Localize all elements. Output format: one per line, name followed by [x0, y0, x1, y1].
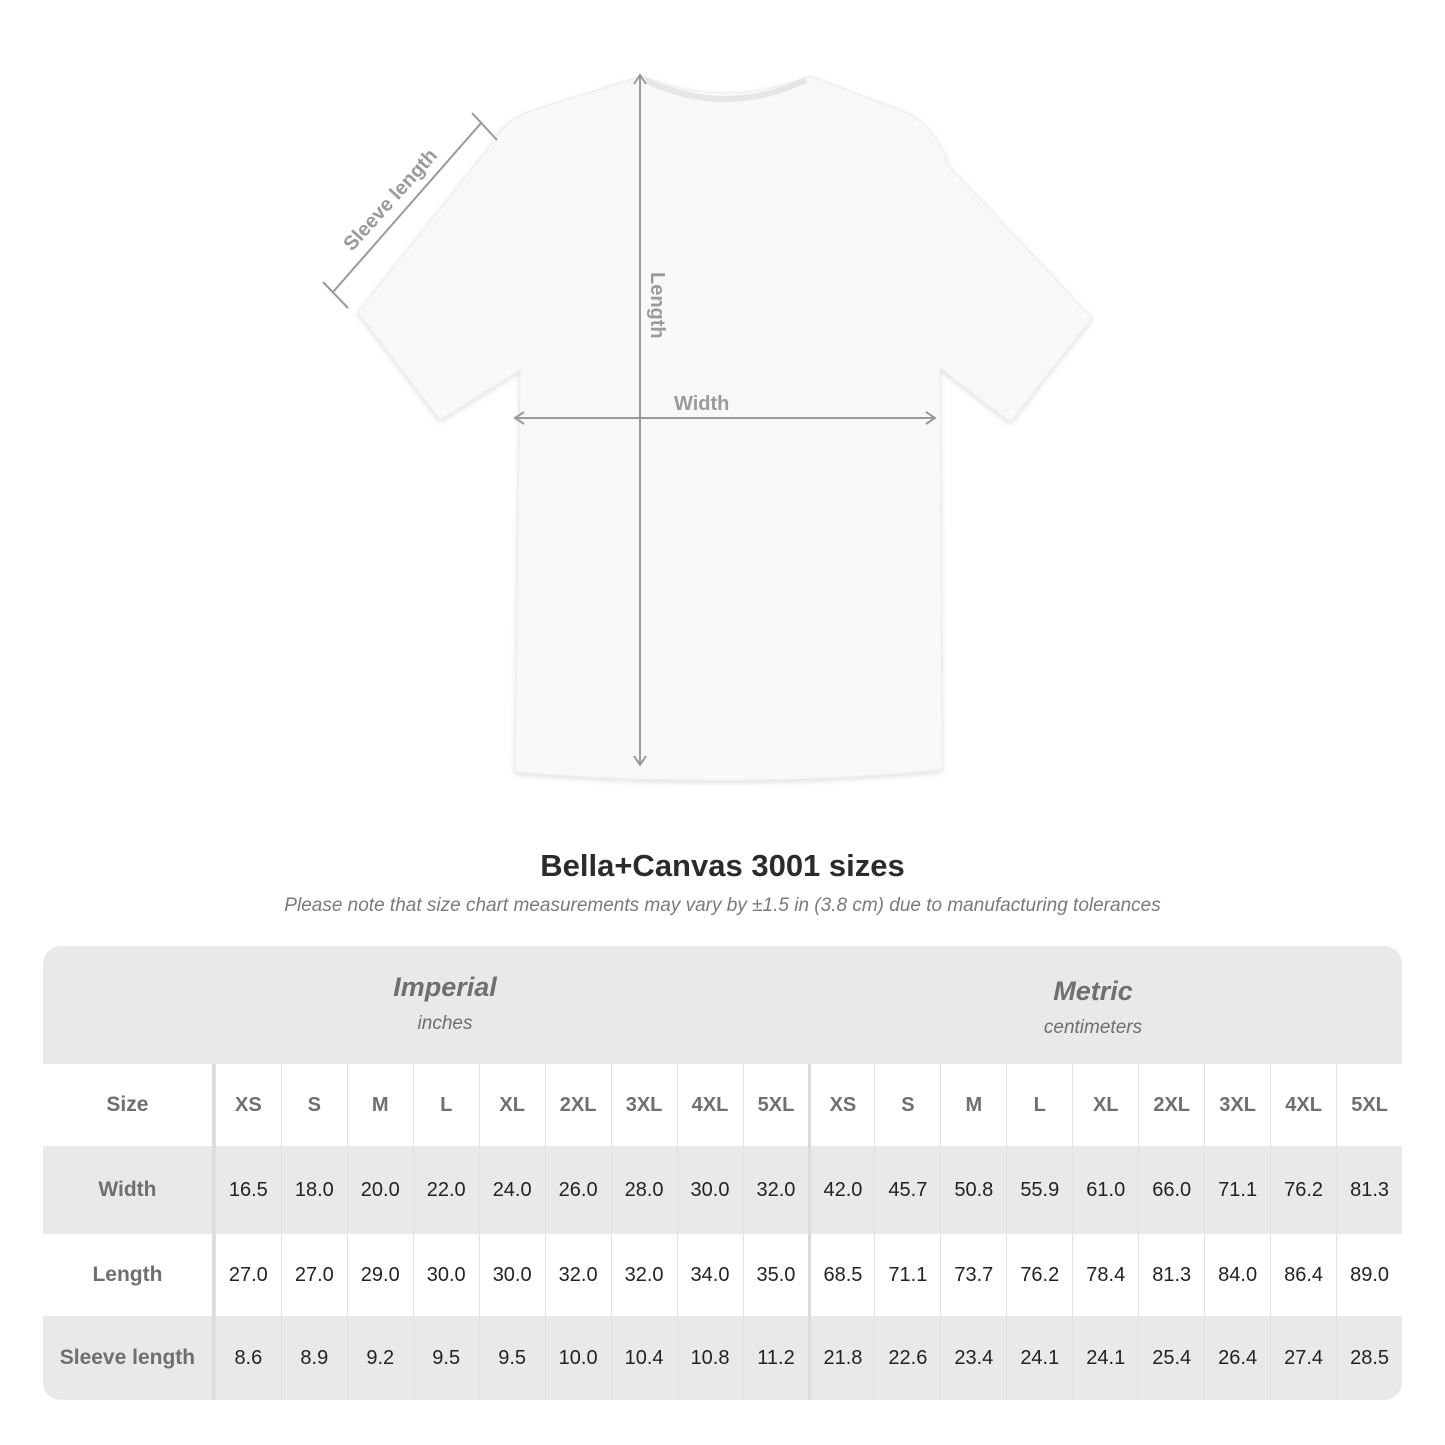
- metric-value-cell: 25.4: [1138, 1316, 1204, 1400]
- metric-value-cell: 22.6: [874, 1316, 940, 1400]
- metric-value-cell: 27.4: [1270, 1316, 1336, 1400]
- width-label: Width: [674, 393, 729, 415]
- metric-value-cell: 23.4: [940, 1316, 1006, 1400]
- metric-value-cell: 76.2: [1006, 1234, 1072, 1316]
- metric-value-cell: 78.4: [1072, 1234, 1138, 1316]
- table-row: Length 27.0 27.0 29.0 30.0 30.0 32.0 32.0 34.0 35…: [43, 1234, 1402, 1316]
- tolerance-note: Please note that size chart measurements…: [284, 895, 1161, 916]
- tshirt-diagram: Sleeve length Length Width: [322, 73, 1093, 782]
- size-header-cell: 2XL: [1138, 1064, 1204, 1146]
- metric-unit: centimeters: [1043, 1017, 1143, 1038]
- size-header-cell: 3XL: [1204, 1064, 1270, 1146]
- imperial-value-cell: 18.0: [280, 1146, 347, 1234]
- metric-value-cell: 66.0: [1138, 1146, 1204, 1234]
- size-table: Imperial inches Metric centimeters Size X…: [43, 946, 1402, 1400]
- size-header-cell: S: [280, 1064, 347, 1146]
- size-header-cell: L: [1006, 1064, 1072, 1146]
- row-label: Length: [43, 1234, 215, 1316]
- imperial-value-cell: 28.0: [610, 1146, 677, 1234]
- metric-header: Metric centimeters: [863, 976, 1323, 1039]
- size-header-cell: L: [412, 1064, 479, 1146]
- metric-value-cell: 24.1: [1072, 1316, 1138, 1400]
- unit-header: [43, 946, 1402, 1064]
- metric-value-cell: 71.1: [1204, 1146, 1270, 1234]
- imperial-value-cell: 10.0: [544, 1316, 611, 1400]
- metric-value-cell: 71.1: [874, 1234, 940, 1316]
- imperial-value-cell: 32.0: [610, 1234, 677, 1316]
- imperial-value-cell: 27.0: [280, 1234, 347, 1316]
- size-header-cell: XL: [478, 1064, 545, 1146]
- table-row: Sleeve length 8.6 8.9 9.2 9.5 9.5 10.0 10.4 10.8…: [43, 1316, 1402, 1400]
- measure-arrows: [322, 73, 937, 767]
- collar: [643, 77, 808, 102]
- size-header-cell: XL: [1072, 1064, 1138, 1146]
- size-header-cell: 2XL: [544, 1064, 611, 1146]
- size-header-cell: 3XL: [610, 1064, 677, 1146]
- metric-value-cell: 89.0: [1336, 1234, 1402, 1316]
- metric-value-cell: 76.2: [1270, 1146, 1336, 1234]
- imperial-value-cell: 24.0: [478, 1146, 545, 1234]
- imperial-value-cell: 8.9: [280, 1316, 347, 1400]
- imperial-value-cell: 29.0: [346, 1234, 413, 1316]
- imperial-unit: inches: [417, 1013, 473, 1034]
- metric-value-cell: 81.3: [1336, 1146, 1402, 1234]
- size-header-cell: M: [940, 1064, 1006, 1146]
- metric-value-cell: 55.9: [1006, 1146, 1072, 1234]
- length-label: Length: [646, 272, 668, 339]
- tshirt-shape: [357, 75, 1093, 782]
- page-title: Bella+Canvas 3001 sizes: [540, 848, 905, 883]
- metric-value-cell: 42.0: [808, 1146, 874, 1234]
- imperial-value-cell: 8.6: [214, 1316, 281, 1400]
- size-header-cell: M: [346, 1064, 413, 1146]
- imperial-value-cell: 35.0: [742, 1234, 809, 1316]
- table-row: Width 16.5 18.0 20.0 22.0 24.0 26.0 28.0 30.0 32.…: [43, 1146, 1402, 1234]
- imperial-value-cell: 32.0: [544, 1234, 611, 1316]
- row-label: Width: [43, 1146, 215, 1234]
- size-header-cell: XS: [214, 1064, 281, 1146]
- size-header-cell: XS: [808, 1064, 874, 1146]
- imperial-value-cell: 10.8: [676, 1316, 743, 1400]
- metric-value-cell: 24.1: [1006, 1316, 1072, 1400]
- size-header-cell: 4XL: [1270, 1064, 1336, 1146]
- metric-value-cell: 86.4: [1270, 1234, 1336, 1316]
- imperial-value-cell: 9.2: [346, 1316, 413, 1400]
- imperial-value-cell: 11.2: [742, 1316, 809, 1400]
- imperial-value-cell: 30.0: [478, 1234, 545, 1316]
- size-header-cell: 4XL: [676, 1064, 743, 1146]
- imperial-value-cell: 16.5: [214, 1146, 281, 1234]
- metric-value-cell: 50.8: [940, 1146, 1006, 1234]
- metric-value-cell: 68.5: [808, 1234, 874, 1316]
- imperial-value-cell: 9.5: [412, 1316, 479, 1400]
- imperial-value-cell: 20.0: [346, 1146, 413, 1234]
- row-label: Size: [43, 1064, 215, 1146]
- row-label: Sleeve length: [43, 1316, 215, 1400]
- imperial-value-cell: 34.0: [676, 1234, 743, 1316]
- metric-value-cell: 84.0: [1204, 1234, 1270, 1316]
- imperial-value-cell: 32.0: [742, 1146, 809, 1234]
- metric-value-cell: 28.5: [1336, 1316, 1402, 1400]
- metric-value-cell: 73.7: [940, 1234, 1006, 1316]
- metric-value-cell: 81.3: [1138, 1234, 1204, 1316]
- imperial-value-cell: 27.0: [214, 1234, 281, 1316]
- metric-value-cell: 45.7: [874, 1146, 940, 1234]
- imperial-value-cell: 30.0: [412, 1234, 479, 1316]
- metric-title: Metric: [1053, 976, 1133, 1006]
- size-header-cell: 5XL: [742, 1064, 809, 1146]
- imperial-value-cell: 26.0: [544, 1146, 611, 1234]
- imperial-value-cell: 22.0: [412, 1146, 479, 1234]
- metric-value-cell: 61.0: [1072, 1146, 1138, 1234]
- imperial-value-cell: 9.5: [478, 1316, 545, 1400]
- imperial-value-cell: 30.0: [676, 1146, 743, 1234]
- imperial-value-cell: 10.4: [610, 1316, 677, 1400]
- size-header-cell: 5XL: [1336, 1064, 1402, 1146]
- sleeve-arrow: [332, 121, 483, 293]
- metric-value-cell: 26.4: [1204, 1316, 1270, 1400]
- size-header-row: Size XS S M L XL 2XL 3XL 4XL 5XL XS S M L XL 2XL 3XL 4XL 5…: [43, 1064, 1402, 1146]
- imperial-header: Imperial inches: [215, 972, 675, 1035]
- size-header-cell: S: [874, 1064, 940, 1146]
- imperial-title: Imperial: [393, 972, 497, 1002]
- metric-value-cell: 21.8: [808, 1316, 874, 1400]
